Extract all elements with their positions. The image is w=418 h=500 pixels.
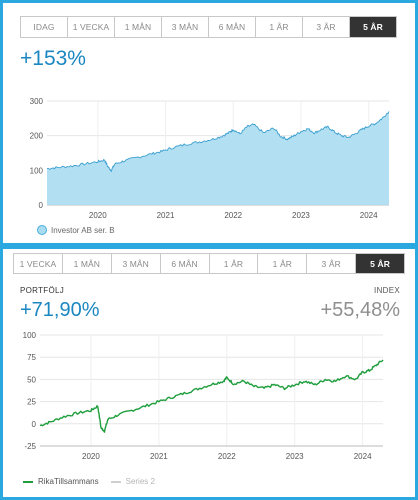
period-tab[interactable]: 1 VECKA [68,17,115,37]
x-tick-label: 2021 [150,452,168,461]
period-tab[interactable]: 5 ÅR [350,17,396,37]
period-tab[interactable]: 1 VECKA [14,254,63,273]
period-tab[interactable]: 6 MÅN [161,254,210,273]
period-tab[interactable]: 1 ÅR [210,254,259,273]
portfolio-label: PORTFÖLJ [20,286,65,295]
y-tick-label: 300 [30,97,44,106]
stock-chart: 0 100 200 300 2020 2021 2022 2023 2024 [30,97,390,220]
period-tab[interactable]: IDAG [21,17,68,37]
legend: RikaTillsammans Series 2 [23,477,155,486]
x-tick-label: 2023 [292,211,310,220]
legend-swatch-rika [23,480,33,483]
portfolio-panel: 1 VECKA 1 MÅN 3 MÅN 6 MÅN 1 ÅR 1 ÅR 3 ÅR 5 ÅR P… [0,246,418,500]
y-tick-label: 50 [27,375,36,384]
period-tab[interactable]: 5 ÅR [356,254,404,273]
portfolio-value: +71,90% [20,299,100,321]
series-line [39,359,384,433]
period-tab[interactable]: 3 ÅR [303,17,350,37]
y-tick-label: 0 [39,201,44,210]
y-tick-label: 0 [32,420,37,429]
y-tick-label: 75 [27,353,36,362]
y-tick-label: 100 [23,331,37,340]
index-value: +55,48% [320,299,400,321]
x-tick-label: 2022 [224,211,242,220]
x-tick-label: 2023 [286,452,304,461]
period-selector: 1 VECKA 1 MÅN 3 MÅN 6 MÅN 1 ÅR 1 ÅR 3 ÅR 5 ÅR [13,253,405,274]
period-tab[interactable]: 1 ÅR [258,254,308,273]
period-tab[interactable]: 1 MÅN [63,254,112,273]
index-label: INDEX [374,286,400,295]
legend-swatch [37,225,47,235]
legend-item-investor[interactable]: Investor AB ser. B [37,225,115,235]
area-fill [47,111,389,205]
period-tab[interactable]: 6 MÅN [209,17,256,37]
period-tab[interactable]: 3 MÅN [162,17,209,37]
x-tick-label: 2022 [218,452,236,461]
legend-label-rika[interactable]: RikaTillsammans [38,477,99,486]
period-selector: IDAG 1 VECKA 1 MÅN 3 MÅN 6 MÅN 1 ÅR 3 ÅR 5 ÅR [20,16,397,38]
x-tick-label: 2020 [89,211,107,220]
x-tick-label: 2024 [360,211,378,220]
series-line [46,111,390,172]
y-tick-label: 200 [30,132,44,141]
x-tick-label: 2020 [82,452,100,461]
x-tick-label: 2024 [354,452,372,461]
y-tick-label: 100 [30,166,44,175]
y-tick-label: 25 [27,398,36,407]
legend-swatch-series2 [110,480,121,483]
period-tab[interactable]: 1 ÅR [256,17,303,37]
stock-panel: IDAG 1 VECKA 1 MÅN 3 MÅN 6 MÅN 1 ÅR 3 ÅR 5 ÅR +… [0,0,418,246]
period-tab[interactable]: 1 MÅN [115,17,162,37]
portfolio-chart: -25 0 25 50 75 100 2020 2021 2022 2023 2024 [23,331,384,461]
legend-label: Investor AB ser. B [51,225,115,235]
period-tab[interactable]: 3 ÅR [307,254,357,273]
change-percentage: +153% [20,47,86,70]
legend-label-series2[interactable]: Series 2 [125,477,155,486]
period-tab[interactable]: 3 MÅN [112,254,161,273]
x-tick-label: 2021 [157,211,175,220]
y-tick-label: -25 [24,442,36,451]
